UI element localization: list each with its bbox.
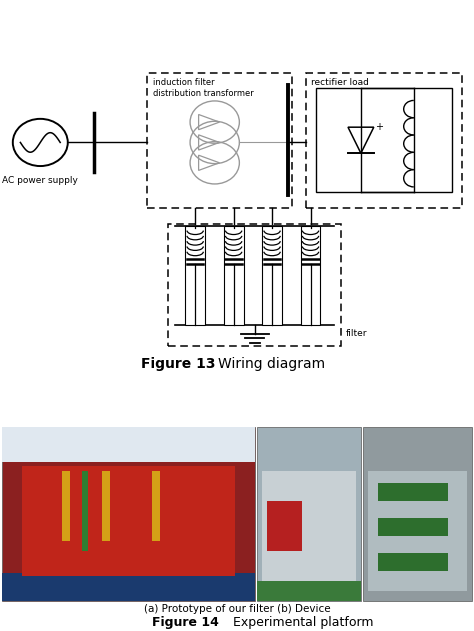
Bar [2, 573, 255, 601]
Text: filter: filter [346, 329, 367, 338]
Text: Figure 13: Figure 13 [141, 357, 216, 371]
Bar [363, 427, 472, 601]
Bar [378, 553, 448, 571]
Text: (a) Prototype of our filter (b) Device: (a) Prototype of our filter (b) Device [144, 604, 330, 614]
Bar [102, 471, 110, 541]
Bar [262, 471, 356, 591]
Bar [2, 427, 255, 461]
Text: +: + [374, 122, 383, 132]
Bar [267, 502, 302, 551]
Text: AC power supply: AC power supply [2, 176, 78, 185]
Bar [62, 471, 70, 541]
Bar [301, 226, 320, 325]
Bar [2, 427, 255, 601]
Bar [257, 581, 361, 601]
Bar [82, 471, 88, 551]
Text: Figure 14: Figure 14 [152, 615, 219, 628]
Text: Wiring diagram: Wiring diagram [218, 357, 325, 371]
Text: rectifier load: rectifier load [311, 78, 369, 87]
Bar [185, 226, 205, 325]
Bar [316, 88, 452, 192]
Bar [378, 483, 448, 502]
Bar [262, 226, 282, 325]
Bar [22, 466, 235, 576]
Bar [257, 427, 361, 601]
Text: induction filter
distribution transformer: induction filter distribution transforme… [153, 78, 254, 98]
Bar [152, 471, 160, 541]
Bar [368, 471, 467, 591]
Text: Experimental platform: Experimental platform [233, 615, 374, 628]
Bar [378, 518, 448, 536]
Bar [224, 226, 244, 325]
